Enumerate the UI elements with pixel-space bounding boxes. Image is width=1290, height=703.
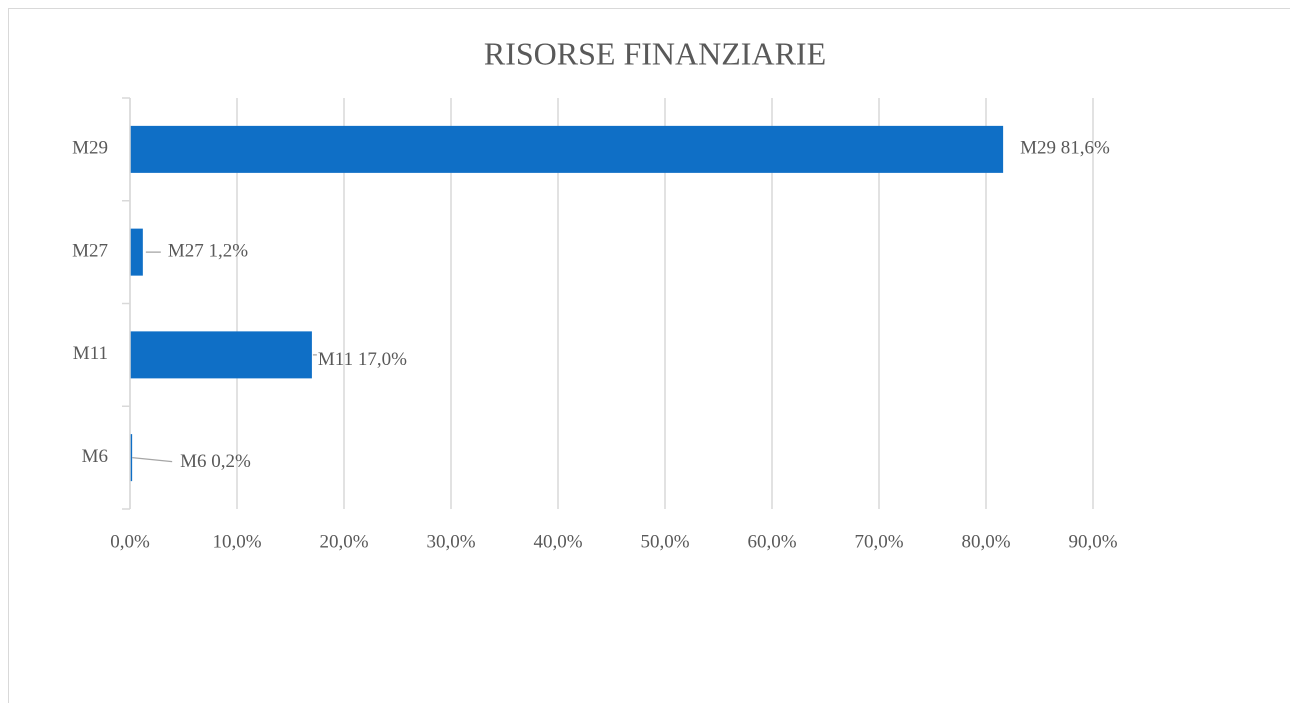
bar — [130, 228, 143, 276]
y-tick-label: M6 — [82, 446, 108, 467]
x-tick-label: 90,0% — [1068, 531, 1117, 552]
data-label: M27 1,2% — [168, 240, 248, 261]
x-tick-label: 60,0% — [747, 531, 796, 552]
bar — [130, 434, 133, 482]
x-tick-label: 10,0% — [212, 531, 261, 552]
x-tick-label: 50,0% — [640, 531, 689, 552]
y-tick-label: M27 — [72, 240, 108, 261]
y-tick-label: M11 — [73, 343, 108, 364]
y-tick-label: M29 — [72, 138, 108, 159]
x-tick-label: 20,0% — [319, 531, 368, 552]
chart-title: RISORSE FINANZIARIE — [484, 35, 826, 71]
x-tick-label: 0,0% — [110, 531, 150, 552]
x-tick-label: 80,0% — [961, 531, 1010, 552]
data-label: M29 81,6% — [1020, 138, 1110, 159]
leader-line — [132, 456, 173, 463]
x-tick-label: 40,0% — [533, 531, 582, 552]
x-tick-label: 30,0% — [426, 531, 475, 552]
data-label: M11 17,0% — [318, 349, 407, 370]
bar — [130, 125, 1004, 173]
x-tick-label: 70,0% — [854, 531, 903, 552]
bar — [130, 331, 312, 379]
data-label: M6 0,2% — [180, 451, 251, 472]
